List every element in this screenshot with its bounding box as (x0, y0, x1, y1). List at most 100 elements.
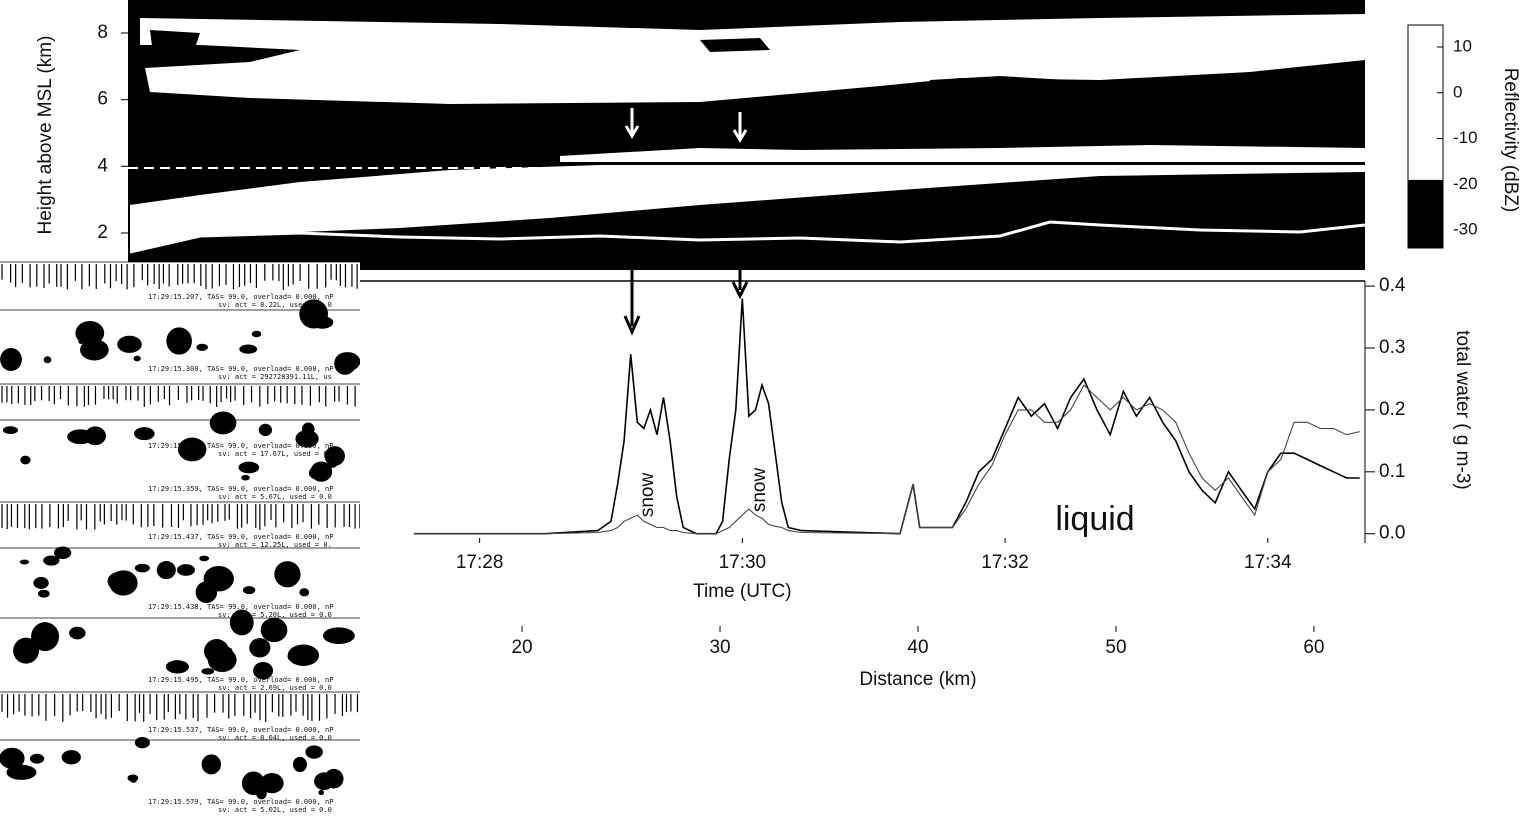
probe-particle (12, 353, 22, 364)
y-tick-label: 8 (97, 22, 108, 43)
probe-particle (318, 789, 324, 796)
probe-particle (201, 754, 222, 775)
probe-particle (311, 315, 334, 329)
colorbar-tick-label: -10 (1453, 128, 1478, 147)
y-axis-label: Height above MSL (km) (35, 36, 56, 235)
frame-time: 17:29:15.579, TAS= 99.0, overload= 0.000… (148, 798, 333, 806)
colorbar-tick-label: -20 (1453, 174, 1478, 193)
probe-particle (322, 627, 355, 645)
frame-time: 17:29:15.359, TAS= 99.0, overload= 0.000… (148, 485, 333, 493)
y-tick-label: 6 (97, 89, 108, 110)
probe-particle (239, 344, 258, 354)
frame-time: 17:29:15.537, TAS= 99.0, overload= 0.000… (148, 726, 333, 734)
frame-time: 17:29:15.495, TAS= 99.0, overload= 0.000… (148, 676, 333, 684)
probe-particle (69, 626, 86, 640)
probe-particle (33, 577, 49, 589)
probe-particle (156, 561, 176, 580)
x2-tick-label: 30 (709, 637, 730, 658)
probe-particle (130, 778, 137, 783)
probe-particle (29, 753, 45, 764)
frame-time: 17:29:15.300, TAS= 99.0, overload= 0.000… (148, 365, 333, 373)
x2-tick-label: 60 (1303, 637, 1324, 658)
frame-time: 17:29:15.437, TAS= 99.0, overload= 0.000… (148, 533, 333, 541)
probe-particle (13, 637, 40, 664)
colorbar-tick-label: -30 (1453, 220, 1478, 239)
y-tick-label: 0.4 (1379, 275, 1406, 296)
frame-volume: sv: act = 17.67L, used = 0. (218, 450, 332, 458)
probe-particle (299, 588, 310, 597)
probe-particle (134, 737, 150, 749)
probe-particle (134, 563, 150, 573)
frame-volume: sv: act = 5.20L, used = 0.0 (218, 611, 332, 619)
probe-particle (61, 750, 81, 765)
probe-particle (324, 446, 345, 466)
probe-particle (109, 570, 138, 596)
probe-particle (305, 745, 323, 759)
frame-time: 17:29:15.438, TAS= 99.0, overload= 0.000… (148, 603, 333, 611)
annotation: snow (749, 468, 770, 513)
x-tick-label: 17:32 (981, 552, 1029, 573)
probe-images: 17:29:15.207, TAS= 99.0, overload= 0.000… (0, 261, 360, 817)
probe-particle (258, 423, 273, 437)
probe-particle (199, 555, 210, 562)
y-tick-label: 0.2 (1379, 399, 1405, 420)
probe-particle (274, 561, 301, 588)
x-axis-label: Time (UTC) (693, 581, 792, 602)
echo-region (130, 165, 1365, 252)
probe-particle (177, 437, 207, 462)
frame-volume: sv: act = 5.67L, used = 0.0 (218, 493, 332, 501)
probe-particle (238, 461, 260, 474)
echo-region (560, 145, 1365, 162)
probe-particle (256, 787, 267, 800)
probe-particle (229, 609, 254, 636)
probe-particle (31, 622, 60, 652)
probe-particle (0, 347, 22, 371)
probe-particle (260, 617, 288, 643)
x2-axis-label: Distance (km) (859, 669, 976, 690)
arrow (623, 270, 749, 336)
probe-particle (292, 756, 307, 773)
frame-time: 17:29:15.327, TAS= 99.0, overload= 0.000… (148, 442, 333, 450)
probe-particle (201, 668, 215, 675)
probe-particle (176, 564, 195, 576)
probe-particle (253, 661, 274, 680)
frame-volume: sv: act = 12.25L, used = 0. (218, 541, 332, 549)
probe-particle (196, 343, 208, 351)
colorbar-segment (1408, 179, 1443, 248)
probe-particle (117, 335, 142, 353)
echo-gap (930, 76, 1365, 100)
echo-gap (700, 38, 770, 52)
y-axis-label: total water ( g m-3) (1452, 330, 1473, 489)
probe-particle (53, 546, 72, 560)
probe-particle (295, 429, 319, 448)
frame-volume: sv: act = 8.22L, used = 0.0 (218, 301, 332, 309)
probe-particle (134, 427, 155, 441)
probe-particle (216, 646, 233, 655)
frame-volume: sv: act = 292728391.11L, us (218, 373, 332, 381)
probe-particle (251, 330, 262, 338)
colorbar-tick-label: 10 (1453, 36, 1472, 55)
probe-particle (38, 589, 50, 598)
probe-particle (302, 422, 315, 436)
x-tick-label: 17:30 (719, 552, 767, 573)
probe-particle (308, 466, 323, 480)
probe-particle (209, 411, 237, 435)
x-tick-label: 17:28 (456, 552, 504, 573)
frame-volume: sv: act = 8.04L, used = 0.0 (218, 734, 332, 742)
data-line (413, 384, 1360, 535)
probe-particle (324, 768, 344, 789)
probe-particle (6, 764, 37, 780)
probe-particle (287, 644, 320, 666)
terrain-line (129, 220, 1366, 254)
probe-particle (0, 747, 25, 769)
frame-volume: sv: act = 2.69L, used = 0.0 (218, 684, 332, 692)
y-tick-label: 0.0 (1379, 523, 1405, 544)
probe-particle (43, 555, 60, 566)
probe-particle (75, 321, 105, 346)
x2-tick-label: 20 (511, 637, 532, 658)
arrow (624, 108, 748, 143)
probe-particle (43, 356, 52, 364)
y-tick-label: 0.1 (1379, 461, 1405, 482)
x2-tick-label: 50 (1105, 637, 1126, 658)
probe-particle (249, 638, 271, 658)
